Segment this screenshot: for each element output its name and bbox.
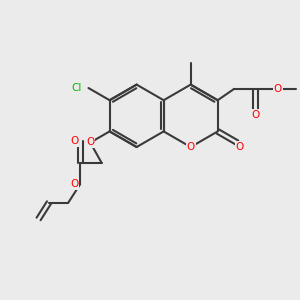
Text: O: O — [251, 110, 260, 120]
Text: O: O — [86, 137, 94, 147]
Text: O: O — [70, 136, 78, 146]
Text: O: O — [274, 84, 282, 94]
Text: Cl: Cl — [72, 83, 82, 93]
Text: O: O — [70, 179, 78, 189]
Text: O: O — [235, 142, 244, 152]
Text: O: O — [187, 142, 195, 152]
